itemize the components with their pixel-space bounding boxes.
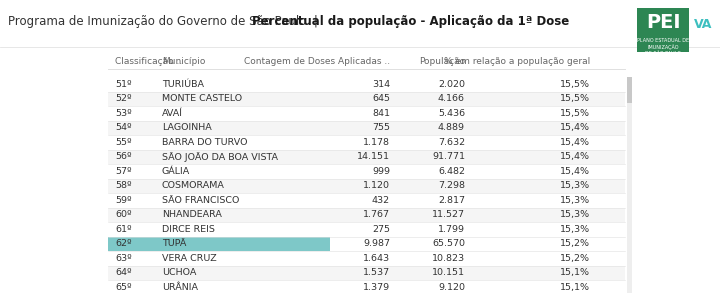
Text: 63º: 63º xyxy=(115,254,132,263)
Text: 11.527: 11.527 xyxy=(432,210,465,219)
Text: 15,2%: 15,2% xyxy=(560,254,590,263)
Text: UCHOA: UCHOA xyxy=(162,268,197,277)
Text: 60º: 60º xyxy=(115,210,132,219)
Text: 15,5%: 15,5% xyxy=(560,80,590,89)
FancyBboxPatch shape xyxy=(627,77,632,293)
Text: AVAÍ: AVAÍ xyxy=(162,109,183,118)
Text: 54º: 54º xyxy=(115,123,132,132)
FancyBboxPatch shape xyxy=(108,265,625,280)
Text: 15,3%: 15,3% xyxy=(560,225,590,234)
Text: 999: 999 xyxy=(372,167,390,176)
Text: 65.570: 65.570 xyxy=(432,239,465,248)
Text: Classificação ..: Classificação .. xyxy=(115,57,182,67)
FancyBboxPatch shape xyxy=(108,178,625,193)
Text: DIRCE REIS: DIRCE REIS xyxy=(162,225,215,234)
Text: 6.482: 6.482 xyxy=(438,167,465,176)
Text: 15,3%: 15,3% xyxy=(560,196,590,205)
Text: 65º: 65º xyxy=(115,283,132,292)
Text: 2.817: 2.817 xyxy=(438,196,465,205)
Text: 15,1%: 15,1% xyxy=(560,268,590,277)
Text: 15,2%: 15,2% xyxy=(560,239,590,248)
Text: % em relação a população geral: % em relação a população geral xyxy=(444,57,590,67)
Text: 10.823: 10.823 xyxy=(432,254,465,263)
FancyBboxPatch shape xyxy=(108,91,625,106)
Text: 15,1%: 15,1% xyxy=(560,283,590,292)
FancyBboxPatch shape xyxy=(108,149,625,164)
Text: 4.166: 4.166 xyxy=(438,94,465,103)
Text: 51º: 51º xyxy=(115,80,132,89)
Text: 4.889: 4.889 xyxy=(438,123,465,132)
Text: 1.767: 1.767 xyxy=(363,210,390,219)
Text: 15,4%: 15,4% xyxy=(560,152,590,161)
Text: 755: 755 xyxy=(372,123,390,132)
Text: 9.987: 9.987 xyxy=(363,239,390,248)
Text: PLANO ESTADUAL DE
IMUNIZAÇÃO
DE SÃO PAULO: PLANO ESTADUAL DE IMUNIZAÇÃO DE SÃO PAUL… xyxy=(637,38,689,56)
Text: 15,3%: 15,3% xyxy=(560,181,590,190)
Text: 645: 645 xyxy=(372,94,390,103)
Text: MONTE CASTELO: MONTE CASTELO xyxy=(162,94,242,103)
Text: 56º: 56º xyxy=(115,152,132,161)
Text: LAGOINHA: LAGOINHA xyxy=(162,123,212,132)
Text: 61º: 61º xyxy=(115,225,132,234)
Text: 1.379: 1.379 xyxy=(363,283,390,292)
Text: 5.436: 5.436 xyxy=(438,109,465,118)
Text: TURIÚBA: TURIÚBA xyxy=(162,80,204,89)
Text: 841: 841 xyxy=(372,109,390,118)
Text: 15,3%: 15,3% xyxy=(560,210,590,219)
FancyBboxPatch shape xyxy=(108,120,625,135)
Text: 314: 314 xyxy=(372,80,390,89)
Text: COSMORAMA: COSMORAMA xyxy=(162,181,225,190)
Text: 1.799: 1.799 xyxy=(438,225,465,234)
Text: 15,5%: 15,5% xyxy=(560,94,590,103)
Text: Percentual da população - Aplicação da 1ª Dose: Percentual da população - Aplicação da 1… xyxy=(252,16,570,28)
FancyBboxPatch shape xyxy=(108,207,625,222)
Text: VERA CRUZ: VERA CRUZ xyxy=(162,254,217,263)
Text: 1.643: 1.643 xyxy=(363,254,390,263)
Text: URÂNIA: URÂNIA xyxy=(162,283,198,292)
Text: PEI: PEI xyxy=(646,13,680,32)
FancyBboxPatch shape xyxy=(108,236,330,251)
Text: 15,4%: 15,4% xyxy=(560,138,590,147)
Text: 55º: 55º xyxy=(115,138,132,147)
Text: SÃO JOÃO DA BOA VISTA: SÃO JOÃO DA BOA VISTA xyxy=(162,152,278,162)
Text: População: População xyxy=(419,57,465,67)
Text: TUPÃ: TUPÃ xyxy=(162,239,186,248)
Text: Programa de Imunização do Governo de São Paulo  |: Programa de Imunização do Governo de São… xyxy=(8,16,325,28)
Text: 432: 432 xyxy=(372,196,390,205)
Text: 58º: 58º xyxy=(115,181,132,190)
Text: 15,4%: 15,4% xyxy=(560,167,590,176)
Text: 1.120: 1.120 xyxy=(363,181,390,190)
Text: 64º: 64º xyxy=(115,268,132,277)
Text: 1.178: 1.178 xyxy=(363,138,390,147)
Text: 7.632: 7.632 xyxy=(438,138,465,147)
FancyBboxPatch shape xyxy=(637,8,689,52)
Text: 91.771: 91.771 xyxy=(432,152,465,161)
Text: 9.120: 9.120 xyxy=(438,283,465,292)
Text: Município: Município xyxy=(162,57,205,67)
Text: BARRA DO TURVO: BARRA DO TURVO xyxy=(162,138,248,147)
FancyBboxPatch shape xyxy=(627,77,632,103)
Text: 275: 275 xyxy=(372,225,390,234)
Text: 57º: 57º xyxy=(115,167,132,176)
Text: 15,4%: 15,4% xyxy=(560,123,590,132)
Text: 14.151: 14.151 xyxy=(357,152,390,161)
Text: 59º: 59º xyxy=(115,196,132,205)
Text: 1.537: 1.537 xyxy=(363,268,390,277)
Text: SÃO FRANCISCO: SÃO FRANCISCO xyxy=(162,196,239,205)
Text: 53º: 53º xyxy=(115,109,132,118)
Text: 62º: 62º xyxy=(115,239,132,248)
Text: VA: VA xyxy=(694,18,712,31)
Text: Contagem de Doses Aplicadas ..: Contagem de Doses Aplicadas .. xyxy=(244,57,390,67)
Text: GÁLIA: GÁLIA xyxy=(162,167,190,176)
Text: 15,5%: 15,5% xyxy=(560,109,590,118)
Text: 10.151: 10.151 xyxy=(432,268,465,277)
Text: NHANDEARA: NHANDEARA xyxy=(162,210,222,219)
Text: 2.020: 2.020 xyxy=(438,80,465,89)
Text: 52º: 52º xyxy=(115,94,132,103)
Text: 7.298: 7.298 xyxy=(438,181,465,190)
